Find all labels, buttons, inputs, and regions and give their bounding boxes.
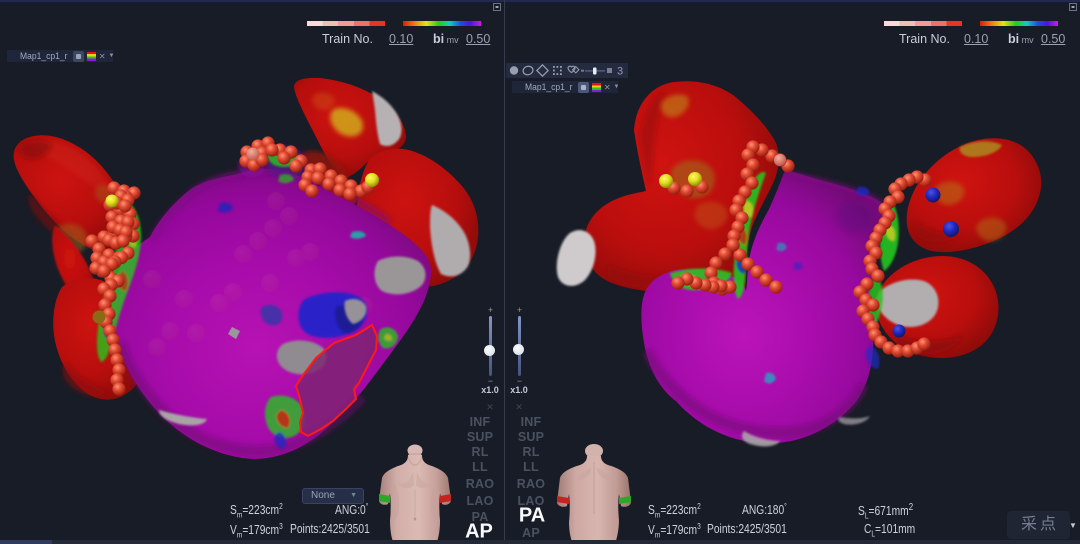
- svg-text:3: 3: [617, 66, 623, 78]
